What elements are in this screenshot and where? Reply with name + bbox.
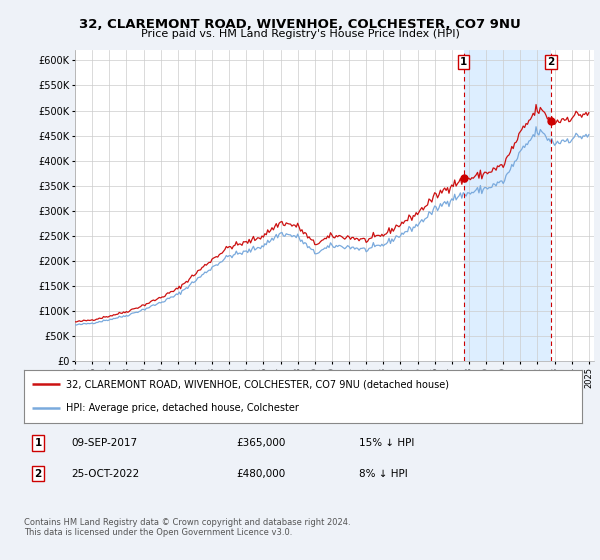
Text: 15% ↓ HPI: 15% ↓ HPI [359,438,414,448]
Text: 8% ↓ HPI: 8% ↓ HPI [359,469,407,479]
Text: £480,000: £480,000 [236,469,285,479]
Text: 32, CLAREMONT ROAD, WIVENHOE, COLCHESTER, CO7 9NU: 32, CLAREMONT ROAD, WIVENHOE, COLCHESTER… [79,18,521,31]
Text: 1: 1 [460,57,467,67]
Text: 25-OCT-2022: 25-OCT-2022 [71,469,140,479]
Text: Price paid vs. HM Land Registry's House Price Index (HPI): Price paid vs. HM Land Registry's House … [140,29,460,39]
Text: 1: 1 [34,438,41,448]
Text: HPI: Average price, detached house, Colchester: HPI: Average price, detached house, Colc… [66,403,299,413]
Text: 2: 2 [547,57,554,67]
Text: 32, CLAREMONT ROAD, WIVENHOE, COLCHESTER, CO7 9NU (detached house): 32, CLAREMONT ROAD, WIVENHOE, COLCHESTER… [66,380,449,390]
Text: £365,000: £365,000 [236,438,286,448]
Text: 2: 2 [34,469,41,479]
Bar [464,50,551,361]
Text: 09-SEP-2017: 09-SEP-2017 [71,438,137,448]
Text: Contains HM Land Registry data © Crown copyright and database right 2024.
This d: Contains HM Land Registry data © Crown c… [24,518,350,538]
